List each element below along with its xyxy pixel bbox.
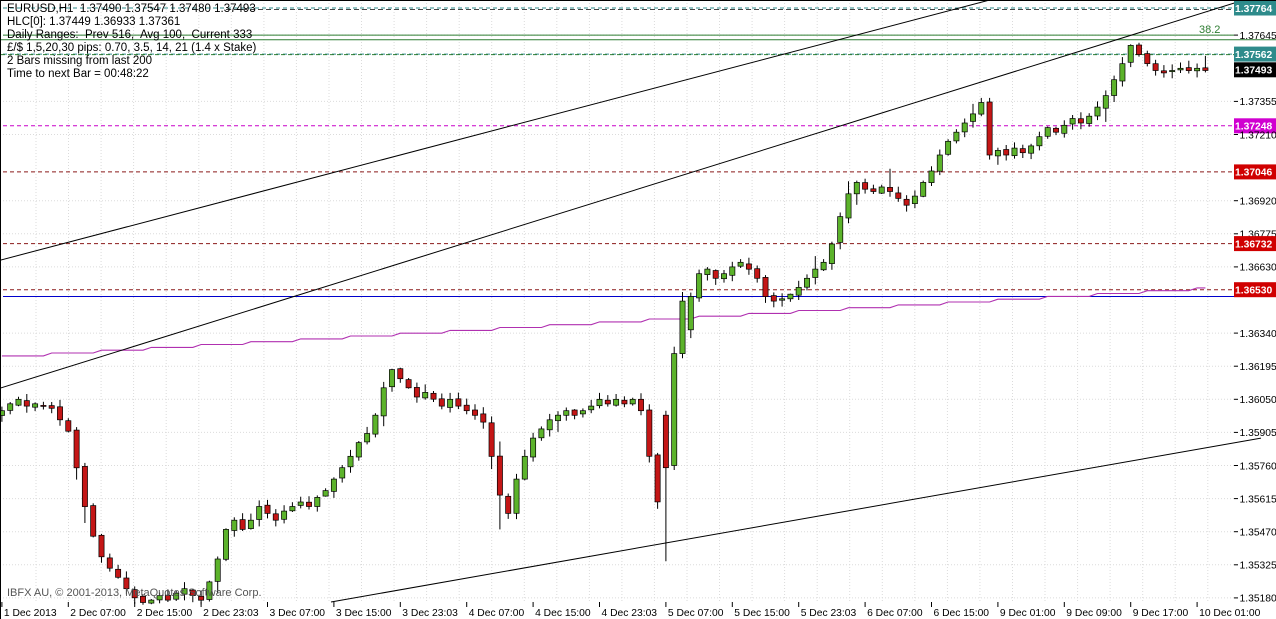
svg-text:1.37562: 1.37562: [1235, 50, 1272, 61]
svg-text:1 Dec 2013: 1 Dec 2013: [4, 608, 57, 619]
svg-text:4 Dec 07:00: 4 Dec 07:00: [469, 608, 525, 619]
svg-text:38.2: 38.2: [1199, 24, 1220, 36]
svg-text:1.37493: 1.37493: [1235, 66, 1272, 77]
svg-text:2 Dec 23:03: 2 Dec 23:03: [203, 608, 259, 619]
svg-text:1.37046: 1.37046: [1235, 168, 1272, 179]
svg-text:9 Dec 17:00: 9 Dec 17:00: [1133, 608, 1189, 619]
svg-text:3 Dec 23:03: 3 Dec 23:03: [402, 608, 458, 619]
svg-text:1.35760: 1.35760: [1240, 461, 1276, 472]
svg-text:1.36530: 1.36530: [1235, 286, 1272, 297]
svg-text:1.35615: 1.35615: [1240, 494, 1276, 505]
svg-text:1.36732: 1.36732: [1235, 239, 1272, 250]
svg-text:5 Dec 07:00: 5 Dec 07:00: [668, 608, 724, 619]
svg-text:1.37764: 1.37764: [1235, 4, 1272, 15]
svg-text:2 Dec 07:00: 2 Dec 07:00: [70, 608, 126, 619]
svg-text:3 Dec 07:00: 3 Dec 07:00: [270, 608, 326, 619]
svg-text:4 Dec 15:00: 4 Dec 15:00: [535, 608, 591, 619]
svg-text:5 Dec 23:03: 5 Dec 23:03: [801, 608, 857, 619]
svg-text:5 Dec 15:00: 5 Dec 15:00: [734, 608, 790, 619]
svg-text:3 Dec 15:00: 3 Dec 15:00: [336, 608, 392, 619]
svg-text:1.36050: 1.36050: [1240, 395, 1276, 406]
svg-text:1.37645: 1.37645: [1240, 31, 1276, 42]
svg-text:10 Dec 01:00: 10 Dec 01:00: [1199, 608, 1261, 619]
svg-text:1.36340: 1.36340: [1240, 329, 1276, 340]
svg-text:9 Dec 09:00: 9 Dec 09:00: [1066, 608, 1122, 619]
svg-text:1.36195: 1.36195: [1240, 362, 1276, 373]
svg-text:1.36630: 1.36630: [1240, 263, 1276, 274]
svg-text:6 Dec 15:00: 6 Dec 15:00: [934, 608, 990, 619]
svg-text:1.37210: 1.37210: [1240, 130, 1276, 141]
svg-text:1.36920: 1.36920: [1240, 197, 1276, 208]
svg-text:1.35180: 1.35180: [1240, 594, 1276, 605]
svg-text:1.35325: 1.35325: [1240, 561, 1276, 572]
svg-text:6 Dec 07:00: 6 Dec 07:00: [867, 608, 923, 619]
svg-text:9 Dec 01:00: 9 Dec 01:00: [1000, 608, 1056, 619]
svg-text:1.35905: 1.35905: [1240, 428, 1276, 439]
svg-text:2 Dec 15:00: 2 Dec 15:00: [137, 608, 193, 619]
svg-text:1.37355: 1.37355: [1240, 97, 1276, 108]
svg-text:4 Dec 23:03: 4 Dec 23:03: [602, 608, 658, 619]
svg-text:1.35470: 1.35470: [1240, 528, 1276, 539]
